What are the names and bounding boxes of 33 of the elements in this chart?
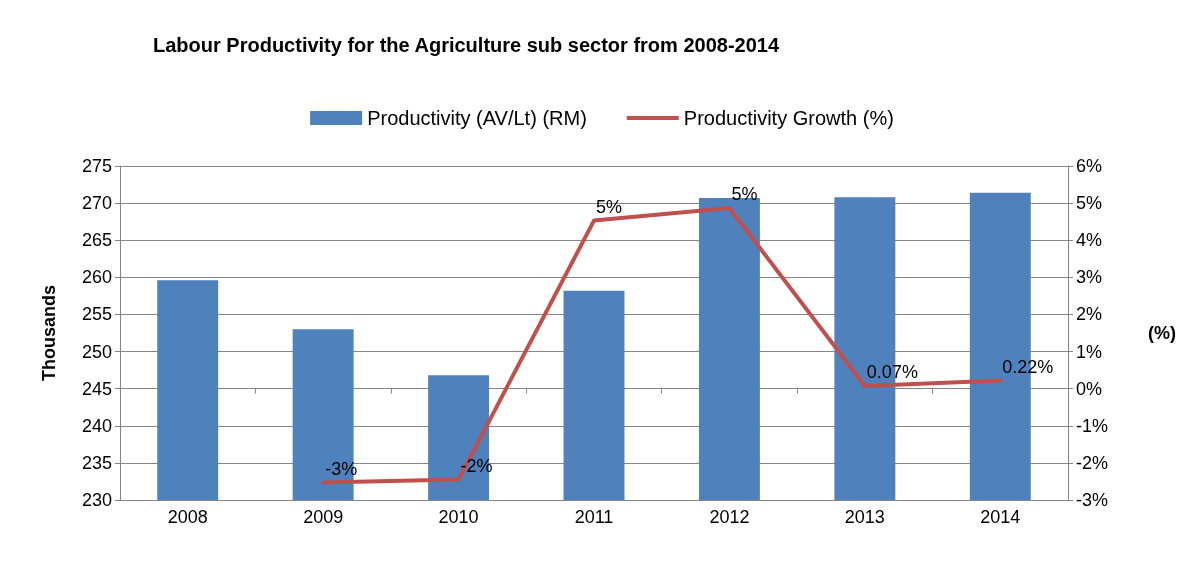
y-tick-label: 240 xyxy=(81,415,112,436)
y2-tick-label: 0% xyxy=(1076,378,1103,399)
y-tick-label: 245 xyxy=(81,378,112,399)
y2-tick-label: -1% xyxy=(1076,415,1109,436)
legend-label: Productivity (AV/Lt) (RM) xyxy=(367,107,587,129)
y-tick-label: 260 xyxy=(81,267,112,288)
x-tick-label: 2010 xyxy=(438,507,479,527)
x-tick-label: 2009 xyxy=(303,507,344,527)
y-tick-label: 275 xyxy=(81,156,112,176)
y2-tick-label: 1% xyxy=(1076,341,1103,362)
y-axis-title: Thousands xyxy=(39,284,59,382)
chart-title: Labour Productivity for the Agriculture sub sector from 2008-2014 xyxy=(153,34,780,56)
data-label: 5% xyxy=(596,196,623,217)
y2-tick-label: 2% xyxy=(1076,304,1103,325)
y2-tick-label: 3% xyxy=(1076,267,1103,288)
y2-tick-label: 6% xyxy=(1076,156,1103,176)
y-tick-label: 250 xyxy=(81,341,112,362)
y2-tick-label: -2% xyxy=(1076,452,1109,473)
x-tick-label: 2008 xyxy=(167,507,208,527)
legend-label: Productivity Growth (%) xyxy=(683,107,894,129)
y-tick-label: 270 xyxy=(81,193,112,214)
y-tick-label: 265 xyxy=(81,230,112,251)
y-tick-label: 235 xyxy=(81,452,112,473)
y2-tick-label: 4% xyxy=(1076,230,1103,251)
x-tick-label: 2013 xyxy=(844,507,885,527)
y-tick-label: 255 xyxy=(81,304,112,325)
y2-tick-label: -3% xyxy=(1076,490,1109,510)
y2-axis-title: (%) xyxy=(1148,323,1176,343)
y2-tick-label: 5% xyxy=(1076,193,1103,214)
y-tick-label: 230 xyxy=(81,490,112,510)
x-tick-label: 2014 xyxy=(980,507,1021,527)
x-tick-label: 2012 xyxy=(709,507,750,527)
x-tick-label: 2011 xyxy=(574,507,614,527)
